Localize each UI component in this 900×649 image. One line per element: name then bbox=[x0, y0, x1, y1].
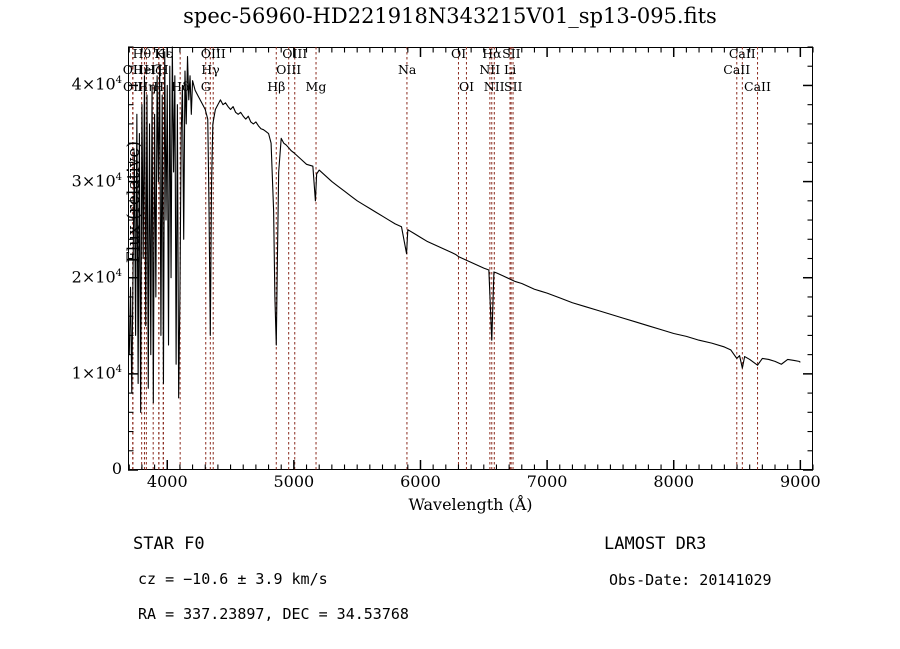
spectral-line-label: NII bbox=[483, 79, 505, 94]
page-title: spec-56960-HD221918N343215V01_sp13-095.f… bbox=[183, 4, 717, 28]
x-axis-label: Wavelength (Å) bbox=[408, 495, 533, 514]
spectral-line-label: OII bbox=[122, 79, 144, 94]
x-tick-label: 9000 bbox=[779, 472, 821, 491]
object-class: STAR F0 bbox=[133, 534, 205, 554]
y-tick-label: 3×104 bbox=[71, 170, 122, 190]
spectral-line-label: OII bbox=[122, 62, 143, 77]
spectral-line-label: H bbox=[153, 79, 165, 94]
y-tick-label: 0 bbox=[111, 459, 122, 478]
y-tick-label: 2×104 bbox=[71, 267, 122, 287]
spectral-line-label: Hα bbox=[482, 46, 502, 61]
y-tick-label: 1×104 bbox=[71, 363, 122, 383]
coordinates: RA = 337.23897, DEC = 34.53768 bbox=[138, 605, 409, 623]
x-tick-label: 5000 bbox=[273, 472, 315, 491]
y-axis-label: Flux (relative) bbox=[124, 140, 144, 264]
spectral-line-label: G bbox=[200, 79, 211, 94]
spectral-line-label: Hζ bbox=[144, 62, 162, 77]
spectral-line-label: Na bbox=[397, 62, 417, 77]
axis-ticks bbox=[128, 46, 814, 471]
spectral-line-label: OI bbox=[450, 46, 467, 61]
spectrum-curve bbox=[128, 46, 801, 413]
spectral-line-label: OIII bbox=[282, 46, 308, 61]
spectral-line-label: Hθ bbox=[132, 46, 152, 61]
spectral-line-label: CaII bbox=[744, 79, 771, 94]
spectral-line-label: Hβ bbox=[267, 79, 286, 94]
spectral-line-label: NII bbox=[479, 62, 501, 77]
spectral-line-label: Li bbox=[504, 62, 517, 77]
x-tick-label: 8000 bbox=[653, 472, 695, 491]
spectral-line-label: SII bbox=[502, 46, 521, 61]
spectral-line-label: HeI bbox=[132, 62, 157, 77]
spectral-line-label: OIII bbox=[200, 46, 226, 61]
spectral-line-label: Hγ bbox=[201, 62, 220, 77]
spectral-line-label: Hδ bbox=[171, 79, 190, 94]
spectral-line-label: OI bbox=[458, 79, 475, 94]
x-tick-label: 6000 bbox=[400, 472, 441, 491]
spectral-line-label: Hη bbox=[137, 79, 156, 94]
spectral-line-label: CaII bbox=[723, 62, 751, 77]
observation-date: Obs-Date: 20141029 bbox=[609, 571, 772, 589]
spectral-line-label: Mg bbox=[305, 79, 327, 94]
spectral-line-label: Hε bbox=[154, 46, 173, 61]
survey-name: LAMOST DR3 bbox=[604, 534, 707, 554]
x-tick-label: 7000 bbox=[526, 472, 568, 491]
spectral-line-label: CaII bbox=[728, 46, 756, 61]
redshift-velocity: cz = −10.6 ± 3.9 km/s bbox=[138, 570, 328, 588]
spectral-line-label: OIII bbox=[276, 62, 302, 77]
spectral-line-label: K bbox=[154, 46, 164, 61]
x-tick-label: 4000 bbox=[146, 472, 188, 491]
y-tick-label: 4×104 bbox=[71, 74, 122, 94]
plot-area: Hθ K Hε OIII OIII OI Hα SII CaII OII HeI Hζ H Hγ OIII N… bbox=[72, 46, 821, 514]
spectral-line-label: SII bbox=[504, 79, 523, 94]
spectral-line-label: H bbox=[157, 62, 169, 77]
